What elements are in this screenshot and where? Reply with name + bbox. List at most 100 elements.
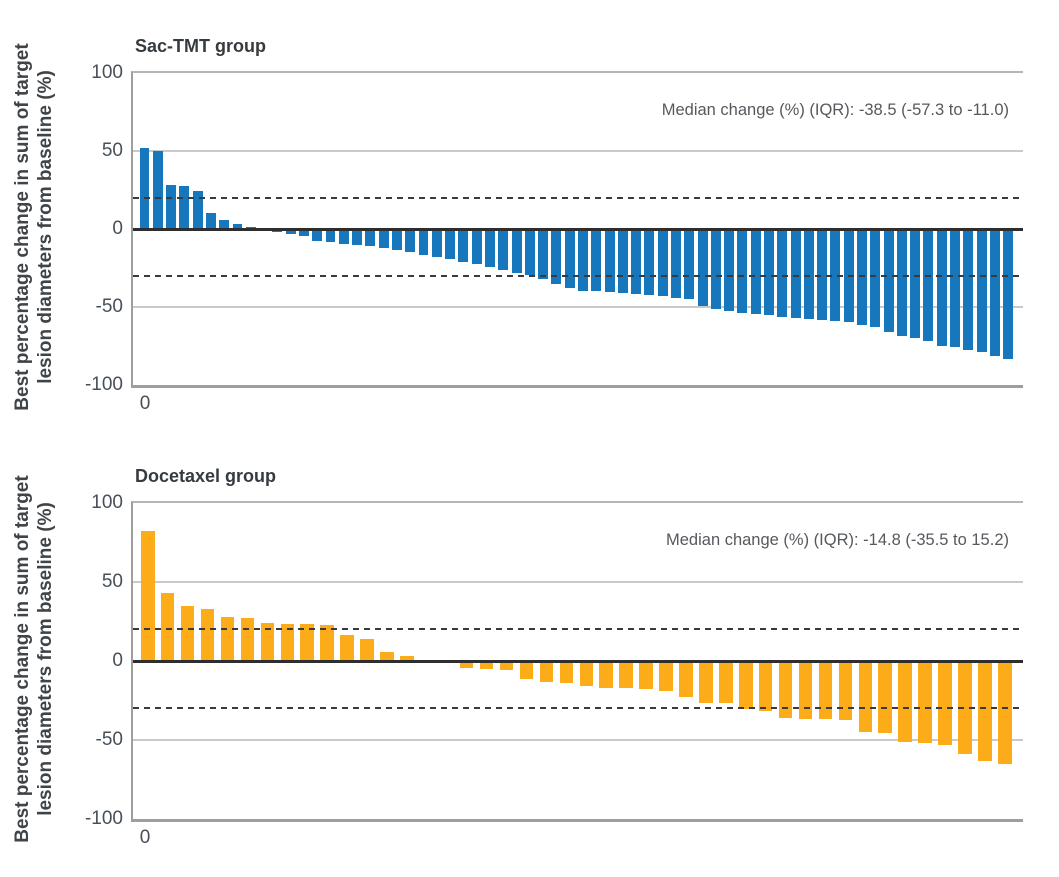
bar (418, 229, 429, 255)
bar (240, 617, 255, 661)
bar (858, 661, 873, 732)
gridline (133, 150, 1023, 152)
bar (179, 186, 190, 229)
plot-area-sac-tmt: Median change (%) (IQR): -38.5 (-57.3 to… (85, 62, 1023, 414)
y-tick-label: 50 (101, 571, 123, 592)
bar (272, 229, 283, 233)
bar (378, 229, 389, 248)
bar (260, 623, 275, 661)
bar (878, 661, 893, 733)
y-tick-label: -100 (84, 374, 123, 395)
bar (599, 661, 613, 689)
bar (950, 229, 960, 348)
bar (671, 229, 681, 298)
y-tick-label: 0 (112, 650, 123, 671)
bar (803, 229, 814, 319)
bar (659, 661, 673, 692)
bar (285, 229, 296, 235)
bar (431, 229, 442, 258)
y-tick-label: 100 (91, 492, 123, 513)
bar (639, 661, 653, 689)
x-tick-label: 0 (139, 827, 151, 848)
bar (750, 229, 761, 315)
bar (484, 229, 495, 268)
zero-line (133, 659, 1023, 663)
bar (564, 229, 575, 288)
y-tick-label: 100 (91, 62, 123, 83)
bar (325, 229, 336, 243)
y-axis-title-line1: Best percentage change in sum of target (12, 475, 33, 843)
bar (697, 229, 708, 307)
bar (459, 661, 474, 669)
bar (910, 229, 921, 339)
bar (617, 229, 628, 293)
bar (312, 229, 323, 241)
bar (758, 661, 773, 712)
bar (141, 531, 155, 661)
bar (338, 229, 349, 244)
bar (551, 229, 562, 285)
bar (280, 623, 295, 661)
bar (479, 661, 494, 670)
bar (923, 229, 934, 341)
bar (591, 229, 602, 292)
bar (380, 651, 394, 661)
bar (519, 661, 534, 679)
bar (604, 229, 615, 292)
bar (200, 608, 215, 661)
bar (352, 229, 363, 246)
y-axis-title-line2: lesion diameters from baseline (%) (35, 502, 56, 816)
bar (511, 229, 522, 273)
bar (180, 606, 195, 661)
median-annotation-docetaxel: Median change (%) (IQR): -14.8 (-35.5 to… (666, 531, 1009, 549)
bar (498, 229, 509, 271)
bar (699, 661, 713, 703)
bar (857, 229, 867, 325)
bar (764, 229, 774, 316)
gridline (133, 581, 1023, 583)
bar (817, 229, 828, 320)
bar (978, 661, 992, 761)
bar (539, 661, 554, 682)
bar (719, 661, 733, 703)
bar (818, 661, 833, 720)
bar (724, 229, 735, 311)
bar (579, 661, 594, 686)
bar (160, 593, 175, 661)
bar (976, 229, 987, 353)
bar (838, 661, 853, 720)
dashed-reference-line (133, 628, 1023, 631)
gridline (133, 739, 1023, 741)
bar (152, 151, 163, 229)
median-annotation-sac-tmt: Median change (%) (IQR): -38.5 (-57.3 to… (661, 101, 1009, 119)
bar (538, 229, 549, 279)
bar (777, 229, 788, 317)
bar (679, 661, 693, 698)
bar (524, 229, 535, 275)
bar (458, 229, 469, 262)
bar (918, 661, 932, 744)
bar (657, 229, 668, 296)
bar (300, 623, 314, 661)
bar (619, 661, 633, 689)
bar (798, 661, 813, 719)
gridline (133, 306, 1023, 308)
bar (445, 229, 456, 260)
bar (499, 661, 514, 670)
bar (989, 229, 1000, 357)
bar (578, 229, 588, 291)
bar (710, 229, 721, 309)
bar (365, 229, 376, 247)
bar (298, 229, 309, 237)
bar (405, 229, 416, 253)
x-tick-label: 0 (139, 393, 151, 414)
bar (340, 634, 354, 661)
y-tick-label: -50 (95, 296, 123, 317)
bar (219, 220, 230, 229)
bar (936, 229, 947, 346)
bar (938, 661, 952, 746)
bar (963, 229, 974, 350)
bar (1003, 229, 1014, 359)
bar (790, 229, 801, 318)
